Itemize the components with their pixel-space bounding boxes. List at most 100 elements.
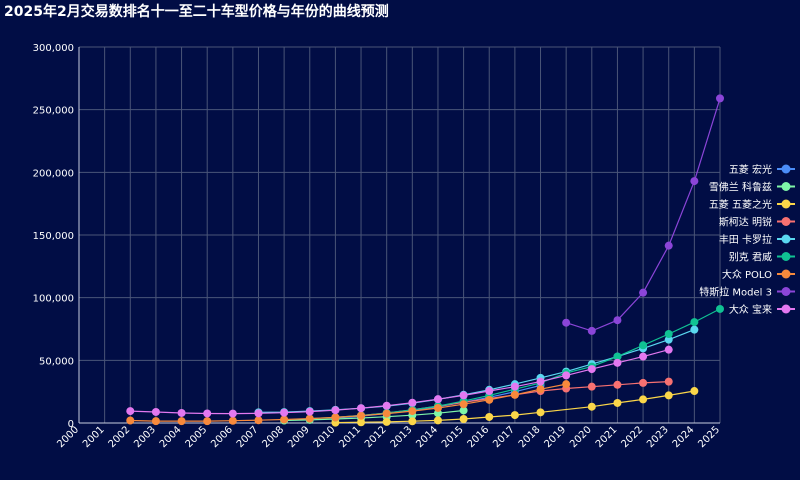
data-point[interactable] (613, 380, 622, 389)
data-point[interactable] (459, 406, 468, 415)
x-tick-label: 2024 (671, 424, 697, 450)
data-point[interactable] (613, 358, 622, 367)
data-point[interactable] (664, 335, 673, 344)
y-tick-label: 0 (68, 419, 74, 430)
data-point[interactable] (664, 391, 673, 400)
data-point[interactable] (536, 408, 545, 417)
series-line (335, 390, 695, 424)
data-point[interactable] (357, 411, 366, 420)
data-point[interactable] (459, 400, 468, 409)
data-point[interactable] (510, 382, 519, 391)
data-point[interactable] (331, 406, 340, 415)
data-point[interactable] (382, 409, 391, 418)
legend-label: 大众 POLO (722, 268, 772, 281)
legend-item[interactable]: 五菱 宏光 (729, 163, 795, 176)
data-point[interactable] (485, 387, 494, 396)
series-4 (254, 325, 699, 417)
data-point[interactable] (562, 371, 571, 380)
data-point[interactable] (408, 417, 417, 426)
data-point[interactable] (639, 352, 648, 361)
data-point[interactable] (382, 401, 391, 410)
data-point[interactable] (126, 407, 135, 416)
series-layer (126, 94, 724, 427)
data-point[interactable] (536, 385, 545, 394)
data-point[interactable] (587, 326, 596, 335)
data-point[interactable] (433, 416, 442, 425)
legend-marker-swatch (781, 304, 791, 314)
x-tick-label: 2020 (568, 424, 594, 450)
data-point[interactable] (254, 409, 263, 418)
y-tick-label: 100,000 (33, 294, 74, 305)
data-point[interactable] (690, 325, 699, 334)
data-point[interactable] (716, 94, 724, 103)
data-point[interactable] (485, 412, 494, 421)
legend-item[interactable]: 五菱 五菱之光 (709, 198, 795, 211)
data-point[interactable] (639, 378, 648, 387)
data-point[interactable] (408, 407, 417, 416)
legend-label: 别克 君威 (729, 251, 772, 264)
data-point[interactable] (536, 377, 545, 386)
legend-label: 丰田 卡罗拉 (719, 233, 772, 246)
data-point[interactable] (639, 288, 648, 297)
y-tick-label: 250,000 (33, 106, 74, 117)
data-point[interactable] (382, 417, 391, 426)
data-point[interactable] (408, 398, 417, 407)
legend-item[interactable]: 丰田 卡罗拉 (719, 233, 795, 246)
data-point[interactable] (331, 413, 340, 422)
data-point[interactable] (280, 408, 289, 417)
data-point[interactable] (690, 387, 699, 396)
legend-label: 雪佛兰 科鲁兹 (709, 181, 772, 194)
data-point[interactable] (151, 407, 160, 416)
data-point[interactable] (587, 382, 596, 391)
data-point[interactable] (562, 318, 571, 327)
data-point[interactable] (433, 403, 442, 412)
legend-item[interactable]: 斯柯达 明锐 (719, 216, 795, 229)
data-point[interactable] (613, 352, 622, 361)
series-6 (126, 380, 571, 426)
x-tick-label: 2012 (363, 424, 389, 450)
data-point[interactable] (305, 414, 314, 423)
data-point[interactable] (459, 391, 468, 400)
data-point[interactable] (203, 417, 212, 426)
data-point[interactable] (433, 395, 442, 404)
data-point[interactable] (126, 416, 135, 425)
data-point[interactable] (305, 407, 314, 416)
legend-item[interactable]: 特斯拉 Model 3 (699, 286, 795, 299)
data-point[interactable] (510, 390, 519, 399)
data-point[interactable] (177, 408, 186, 417)
data-point[interactable] (485, 395, 494, 404)
data-point[interactable] (459, 414, 468, 423)
data-point[interactable] (254, 416, 263, 425)
data-point[interactable] (639, 395, 648, 404)
data-point[interactable] (664, 330, 673, 339)
data-point[interactable] (203, 409, 212, 418)
data-point[interactable] (357, 418, 366, 427)
data-point[interactable] (664, 377, 673, 386)
data-point[interactable] (510, 411, 519, 420)
data-point[interactable] (280, 415, 289, 424)
legend-item[interactable]: 雪佛兰 科鲁兹 (709, 181, 795, 194)
legend-marker-swatch (781, 182, 791, 191)
legend-item[interactable]: 别克 君威 (729, 251, 795, 264)
data-point[interactable] (228, 416, 237, 425)
data-point[interactable] (151, 417, 160, 426)
legend-item[interactable]: 大众 宝来 (729, 303, 795, 316)
x-tick-label: 2009 (286, 424, 312, 450)
data-point[interactable] (228, 409, 237, 418)
legend-item[interactable]: 大众 POLO (722, 268, 795, 281)
y-tick-label: 150,000 (33, 231, 74, 242)
data-point[interactable] (562, 380, 571, 389)
data-point[interactable] (587, 402, 596, 411)
data-point[interactable] (613, 398, 622, 407)
data-point[interactable] (716, 304, 724, 313)
data-point[interactable] (357, 404, 366, 413)
data-point[interactable] (587, 365, 596, 374)
data-point[interactable] (664, 241, 673, 250)
data-point[interactable] (690, 318, 699, 327)
data-point[interactable] (690, 177, 699, 186)
data-point[interactable] (613, 316, 622, 325)
data-point[interactable] (177, 417, 186, 426)
data-point[interactable] (664, 345, 673, 354)
data-point[interactable] (639, 341, 648, 350)
legend-marker-swatch (781, 217, 791, 226)
